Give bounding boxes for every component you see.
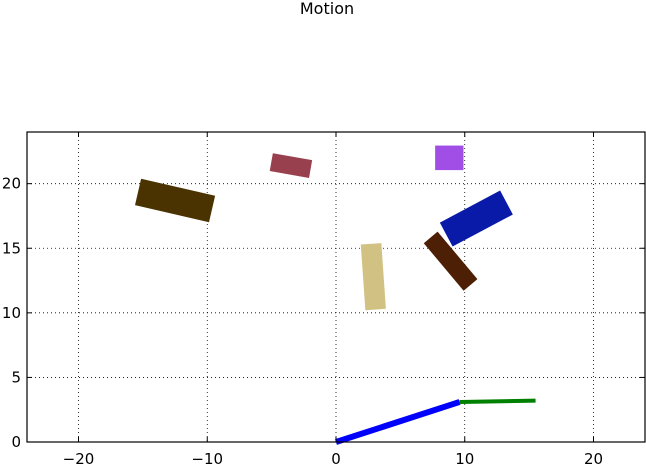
y-tick-label: 10 — [2, 304, 21, 322]
y-tick-label: 15 — [2, 239, 21, 257]
x-tick-label: 0 — [331, 450, 341, 466]
x-tick-label: 20 — [584, 450, 603, 466]
axis-ticks: −20 −10 0 10 20 0 5 10 15 20 — [2, 132, 645, 466]
x-tick-label: −20 — [63, 450, 95, 466]
y-tick-label: 20 — [2, 175, 21, 193]
x-tick-label: 10 — [455, 450, 474, 466]
plot-area — [135, 145, 536, 445]
trajectory-segment — [335, 399, 461, 445]
y-tick-label: 5 — [11, 368, 21, 386]
body-rectangle — [435, 145, 464, 171]
trajectory-segment — [459, 398, 536, 404]
y-tick-label: 0 — [11, 433, 21, 451]
x-tick-label: −10 — [191, 450, 223, 466]
grid-lines — [27, 132, 645, 442]
chart-title: Motion — [300, 0, 354, 18]
body-rectangle — [439, 190, 513, 247]
body-rectangle — [423, 231, 478, 291]
body-rectangle — [360, 243, 386, 311]
body-rectangle — [135, 178, 216, 223]
body-rectangle — [269, 153, 313, 178]
axes-frame — [26, 131, 646, 443]
